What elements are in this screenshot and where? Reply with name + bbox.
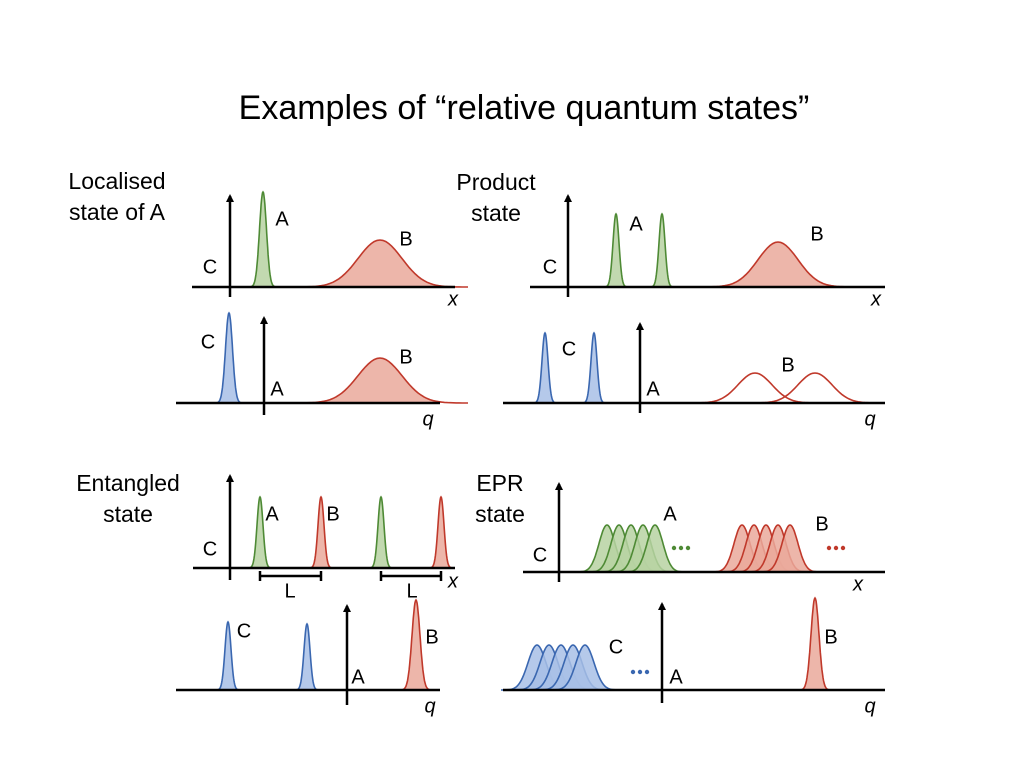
- plot-label: x: [447, 288, 459, 310]
- peak: [623, 524, 687, 573]
- peak: [604, 212, 628, 288]
- peak: [248, 190, 278, 288]
- plot-label: C: [201, 331, 215, 353]
- plot-label: q: [864, 695, 875, 717]
- plot-label: x: [870, 288, 882, 310]
- ellipsis-dot: [637, 669, 643, 675]
- plot-label: B: [399, 228, 412, 250]
- peak: [214, 311, 244, 404]
- plot-label: B: [810, 223, 823, 245]
- ellipsis-dot: [678, 545, 684, 551]
- peak: [248, 495, 272, 569]
- plot-label: C: [237, 620, 251, 642]
- panel-caption: state: [475, 501, 525, 527]
- panel-caption: Entangled: [76, 470, 180, 496]
- peak: [399, 598, 433, 691]
- peak: [698, 241, 858, 288]
- plot-label: A: [669, 666, 683, 688]
- plot-label: B: [399, 346, 412, 368]
- plot-label: A: [663, 503, 677, 525]
- peak: [429, 495, 453, 569]
- ellipsis-dot: [840, 545, 846, 551]
- plot-label: C: [203, 256, 217, 278]
- ellipsis-dot: [630, 669, 636, 675]
- peak: [687, 372, 823, 404]
- plot-label: A: [629, 213, 643, 235]
- peak: [798, 596, 832, 691]
- plot-label: A: [265, 503, 279, 525]
- slide-title: Examples of “relative quantum states”: [239, 89, 810, 127]
- plot-label: A: [270, 378, 284, 400]
- peak: [369, 495, 393, 569]
- plot-label: A: [646, 378, 660, 400]
- peak: [747, 372, 883, 404]
- peak: [758, 524, 822, 573]
- panel-caption: state of A: [69, 199, 166, 225]
- plot-label: B: [815, 513, 828, 535]
- plot-label: q: [864, 408, 875, 430]
- ellipsis-dot: [671, 545, 677, 551]
- plot-label: x: [447, 570, 459, 592]
- plot-label: C: [609, 636, 623, 658]
- ellipsis-dot: [826, 545, 832, 551]
- plot-label: B: [781, 354, 794, 376]
- panel-caption: Localised: [68, 168, 165, 194]
- plot-label: B: [326, 503, 339, 525]
- plot-label: q: [422, 408, 433, 430]
- plot-label: C: [533, 544, 547, 566]
- peak: [309, 495, 333, 569]
- peak: [295, 622, 319, 691]
- plot-label: q: [424, 695, 435, 717]
- peak: [582, 331, 606, 404]
- peak: [549, 644, 621, 691]
- plot-label: C: [562, 338, 576, 360]
- plot-label: C: [543, 256, 557, 278]
- panel-caption: Product: [456, 169, 536, 195]
- plot-label: B: [425, 626, 438, 648]
- plot-label: L: [406, 580, 417, 602]
- ellipsis-dot: [685, 545, 691, 551]
- panel-caption: state: [471, 200, 521, 226]
- ellipsis-dot: [833, 545, 839, 551]
- plot-label: x: [852, 573, 864, 595]
- panel-caption: EPR: [476, 470, 523, 496]
- ellipsis-dot: [644, 669, 650, 675]
- plot-label: L: [284, 580, 295, 602]
- plot-label: B: [824, 626, 837, 648]
- plot-label: C: [203, 538, 217, 560]
- peak: [216, 620, 240, 691]
- peak: [292, 357, 468, 404]
- peak: [650, 212, 674, 288]
- plot-label: A: [351, 666, 365, 688]
- peak: [533, 331, 557, 404]
- peak: [292, 239, 468, 288]
- panel-caption: state: [103, 501, 153, 527]
- plot-label: A: [275, 208, 289, 230]
